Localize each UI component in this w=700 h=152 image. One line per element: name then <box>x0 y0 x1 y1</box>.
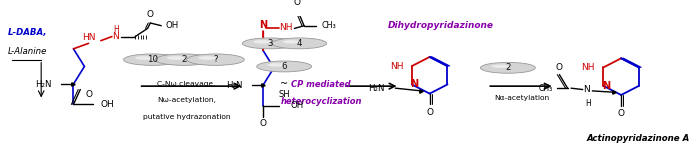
Circle shape <box>480 62 536 73</box>
Text: 3: 3 <box>267 39 272 48</box>
Text: OH: OH <box>165 21 178 30</box>
Text: H: H <box>113 25 119 34</box>
Text: N: N <box>259 20 267 30</box>
Text: ?: ? <box>214 55 218 64</box>
Circle shape <box>187 54 244 65</box>
Text: H₂N: H₂N <box>35 80 52 89</box>
Text: O: O <box>147 10 154 19</box>
Text: O: O <box>426 108 433 117</box>
Text: Actinopyridazinone A: Actinopyridazinone A <box>587 134 690 143</box>
Text: L-DABA,: L-DABA, <box>8 28 48 37</box>
Text: CH₃: CH₃ <box>321 21 336 30</box>
Text: 2: 2 <box>181 55 187 64</box>
Text: NH: NH <box>390 62 404 71</box>
Text: N: N <box>410 79 419 89</box>
Circle shape <box>253 40 271 44</box>
Text: H: H <box>585 99 591 108</box>
Circle shape <box>167 56 185 60</box>
Text: OH: OH <box>101 100 115 109</box>
Circle shape <box>267 63 285 67</box>
Text: H₂N: H₂N <box>368 84 385 93</box>
Text: O: O <box>85 90 92 99</box>
Text: CP mediated: CP mediated <box>291 80 351 89</box>
Text: O: O <box>556 63 563 72</box>
Circle shape <box>257 61 312 72</box>
Text: 2: 2 <box>505 63 510 72</box>
Text: 10: 10 <box>147 55 158 64</box>
Text: Nω-acetylation,: Nω-acetylation, <box>158 97 216 103</box>
Circle shape <box>491 65 509 68</box>
Text: heterocyclization: heterocyclization <box>281 97 362 106</box>
Text: 4: 4 <box>297 39 302 48</box>
Text: Nα-acetylation: Nα-acetylation <box>494 95 550 101</box>
Text: N: N <box>113 32 120 41</box>
Circle shape <box>198 56 217 60</box>
Text: putative hydrazonation: putative hydrazonation <box>143 114 230 120</box>
Circle shape <box>155 54 213 65</box>
Text: N: N <box>583 85 589 94</box>
Text: O: O <box>294 0 301 7</box>
Text: ~: ~ <box>280 79 288 89</box>
Circle shape <box>123 54 181 65</box>
Text: N: N <box>602 81 610 91</box>
Text: CH₃: CH₃ <box>538 84 552 93</box>
Text: NH: NH <box>279 22 293 32</box>
Circle shape <box>272 38 327 49</box>
Text: C-Nω cleavage,: C-Nω cleavage, <box>158 81 216 87</box>
Text: H₂N: H₂N <box>226 81 242 90</box>
Text: NH: NH <box>582 63 595 72</box>
Text: HN: HN <box>82 33 95 42</box>
Text: O: O <box>617 109 624 118</box>
Text: OH: OH <box>290 101 304 110</box>
Text: O: O <box>260 119 267 128</box>
Text: SH: SH <box>279 90 290 99</box>
Circle shape <box>242 38 298 49</box>
Circle shape <box>135 56 153 60</box>
Text: Dihydropyridazinone: Dihydropyridazinone <box>388 21 493 30</box>
Text: L-Alanine: L-Alanine <box>8 47 48 56</box>
Circle shape <box>283 40 300 44</box>
Text: 6: 6 <box>281 62 287 71</box>
